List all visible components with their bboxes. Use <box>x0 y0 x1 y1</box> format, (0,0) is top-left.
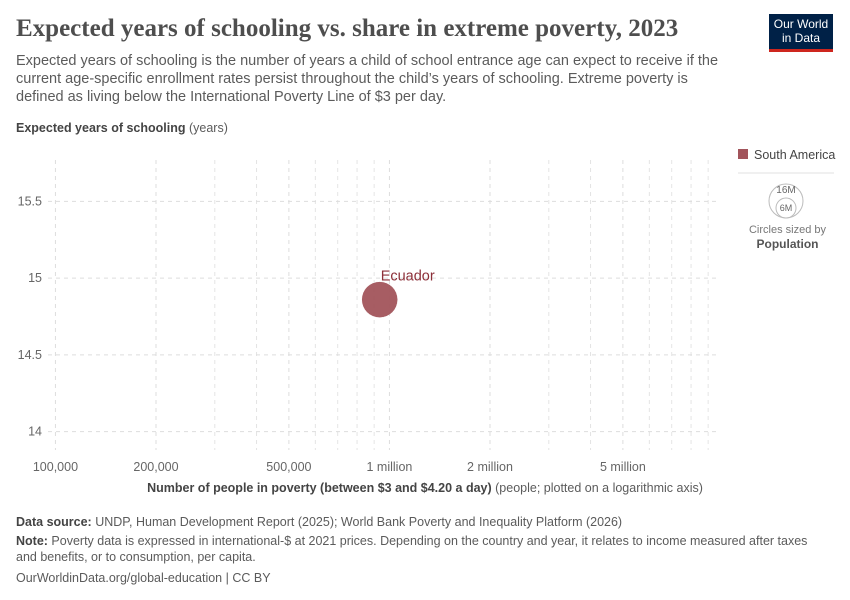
y-axis-label: Expected years of schooling (years) <box>16 121 228 135</box>
size-legend-label-large: 16M <box>776 185 795 196</box>
owid-logo[interactable]: Our World in Data <box>769 14 833 52</box>
x-axis-label-bold: Number of people in poverty (between $3 … <box>147 481 492 495</box>
x-axis-label: Number of people in poverty (between $3 … <box>0 481 850 495</box>
y-tick-label: 14.5 <box>18 348 42 362</box>
y-axis-label-unit: (years) <box>185 121 228 135</box>
x-tick-label: 100,000 <box>33 460 78 474</box>
data-point-ecuador <box>361 281 398 318</box>
x-tick-label: 500,000 <box>266 460 311 474</box>
size-legend-variable: Population <box>756 237 819 251</box>
y-tick-label: 14 <box>28 425 42 439</box>
x-tick-label: 1 million <box>367 460 413 474</box>
legend-label: South America <box>754 148 836 162</box>
footer-url[interactable]: OurWorldinData.org/global-education | CC… <box>16 571 271 585</box>
chart-title: Expected years of schooling vs. share in… <box>16 15 679 42</box>
legend-south-america[interactable]: South America <box>738 148 835 162</box>
source-label: Data source: <box>16 515 92 529</box>
logo-line2: in Data <box>781 31 821 45</box>
note: Note: Poverty data is expressed in inter… <box>16 533 816 565</box>
size-legend: Circles sized by Population <box>740 223 835 252</box>
note-label: Note: <box>16 534 48 548</box>
x-axis-label-unit: (people; plotted on a logarithmic axis) <box>491 481 703 495</box>
legend-swatch <box>738 149 748 159</box>
x-tick-label: 200,000 <box>133 460 178 474</box>
size-legend-circle-small <box>775 197 797 219</box>
chart-subtitle: Expected years of schooling is the numbe… <box>16 53 719 105</box>
size-legend-label-small: 6M <box>780 203 793 213</box>
size-legend-caption: Circles sized by <box>748 224 827 236</box>
x-tick-label: 5 million <box>600 460 646 474</box>
y-axis-label-bold: Expected years of schooling <box>16 121 186 135</box>
logo-line1: Our World <box>773 17 829 31</box>
y-tick-label: 15 <box>28 271 42 285</box>
note-text: Poverty data is expressed in internation… <box>16 534 808 564</box>
y-tick-label: 15.5 <box>18 194 42 208</box>
x-tick-label: 2 million <box>467 460 513 474</box>
point-label: Ecuador <box>381 269 435 285</box>
source-text: UNDP, Human Development Report (2025); W… <box>91 515 623 529</box>
data-source: Data source: UNDP, Human Development Rep… <box>16 514 816 530</box>
